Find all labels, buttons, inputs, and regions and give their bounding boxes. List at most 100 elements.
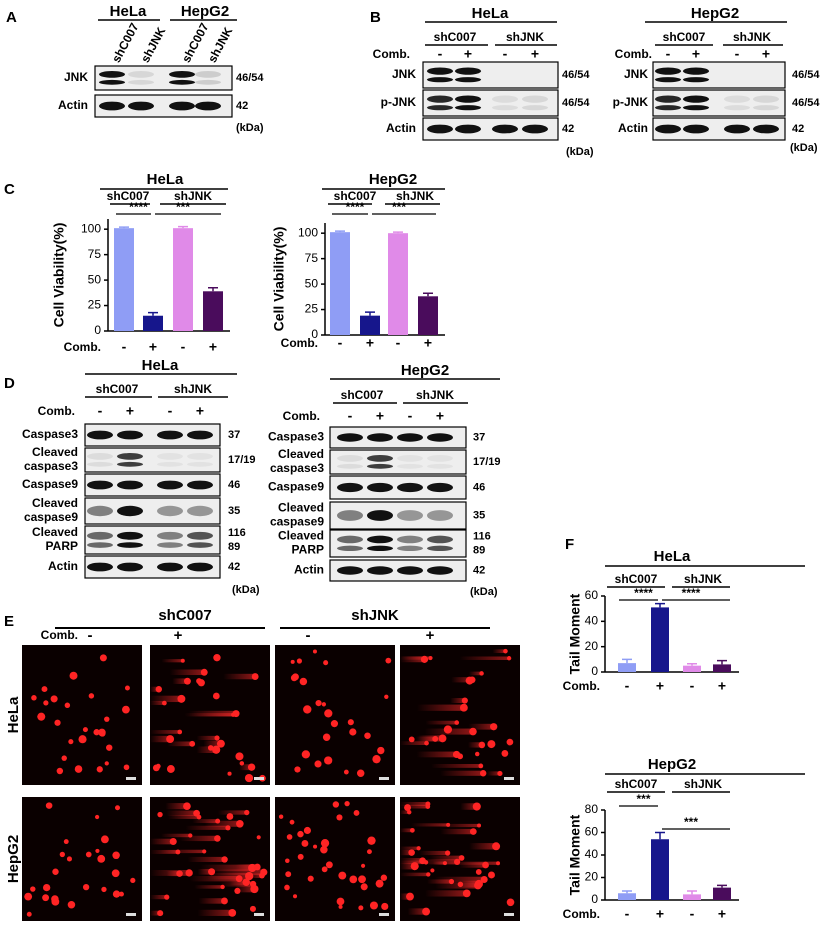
sign: - (306, 627, 311, 644)
blot (652, 117, 786, 141)
band (492, 95, 518, 103)
comet-head (285, 858, 290, 864)
cell-line: HeLa (472, 5, 509, 22)
comet-head (256, 835, 261, 840)
band (169, 71, 195, 78)
comet-head (313, 844, 318, 849)
band (427, 95, 453, 103)
blot-label: 35 (473, 509, 485, 521)
band (99, 79, 125, 85)
comet-tail (150, 870, 190, 876)
comet-head (443, 725, 453, 734)
comet-head (497, 770, 503, 777)
x-axis-label: Comb. (64, 340, 101, 354)
comb-label: Comb. (38, 404, 75, 418)
band (117, 480, 143, 490)
comet-head (416, 846, 421, 851)
comet-head (322, 733, 331, 741)
comet-head (104, 716, 110, 722)
comet-head (506, 656, 512, 661)
unit: (kDa) (566, 146, 594, 158)
comet-head (296, 658, 303, 664)
scale-bar (254, 913, 264, 916)
comet-head (69, 671, 78, 680)
comet-head (445, 850, 451, 856)
comet-tail (469, 843, 497, 850)
error-bar (423, 292, 433, 297)
comet-head (324, 709, 333, 718)
comet-head (461, 697, 468, 704)
y-tick-label: 50 (305, 276, 319, 290)
bar (114, 228, 134, 331)
band (683, 124, 709, 134)
error-bar (208, 286, 218, 292)
x-tick-label: + (424, 335, 432, 351)
scale-bar (504, 777, 514, 780)
bar (713, 887, 731, 900)
band (427, 124, 453, 134)
comet-head (221, 897, 228, 905)
comet-tail (400, 804, 428, 809)
band (397, 463, 423, 469)
blot (84, 473, 221, 497)
comet-head (220, 884, 225, 890)
comet-tail (150, 701, 165, 705)
band (655, 77, 681, 83)
sign: - (503, 46, 508, 62)
blot (422, 89, 559, 117)
scale-bar (504, 913, 514, 916)
sign: + (426, 627, 435, 644)
comet-head (278, 814, 284, 819)
band (367, 566, 393, 575)
band (117, 542, 143, 548)
significance: **** (682, 586, 701, 600)
band (169, 101, 195, 111)
band (522, 95, 548, 103)
blot (84, 525, 221, 555)
error-bar (393, 231, 403, 234)
comet-tail (418, 735, 443, 742)
blot (422, 117, 559, 141)
sign: + (762, 46, 770, 62)
band (128, 71, 154, 78)
blot (652, 61, 786, 89)
comet-head (61, 755, 67, 761)
comet-head (490, 723, 498, 731)
comet-tail (400, 849, 412, 856)
comet-tail (468, 671, 482, 676)
unit: (kDa) (232, 584, 260, 596)
comet-head (122, 705, 130, 714)
comet-tail (411, 823, 449, 827)
comet-head (225, 825, 231, 831)
blot-label: 116 (228, 527, 246, 539)
comet-tail (197, 909, 233, 916)
comet-head (249, 905, 256, 912)
error-bar (655, 602, 665, 608)
comet-tail (169, 669, 205, 676)
band (87, 453, 113, 460)
comet-head (338, 871, 347, 880)
comet-head (330, 720, 339, 728)
comet-head (375, 879, 384, 888)
band (195, 79, 221, 85)
error-bar (119, 226, 129, 229)
comet-head (93, 729, 100, 736)
band (683, 67, 709, 75)
group-label: shJNK (506, 30, 544, 44)
band (157, 562, 183, 572)
comet-head (358, 905, 364, 911)
comet-head (51, 897, 60, 906)
comet-head (37, 712, 46, 721)
blot-label: Cleaved (278, 529, 324, 543)
band (427, 455, 453, 462)
band (87, 542, 113, 548)
scale-bar (379, 913, 389, 916)
comb-label: Comb. (615, 47, 652, 61)
chart-title: HeLa (654, 548, 691, 565)
comet-tail (400, 893, 410, 900)
band (117, 505, 143, 517)
comet-head (166, 735, 175, 744)
y-axis-label: Tail Moment (567, 593, 583, 674)
band (337, 433, 363, 442)
comet-head (97, 854, 106, 863)
